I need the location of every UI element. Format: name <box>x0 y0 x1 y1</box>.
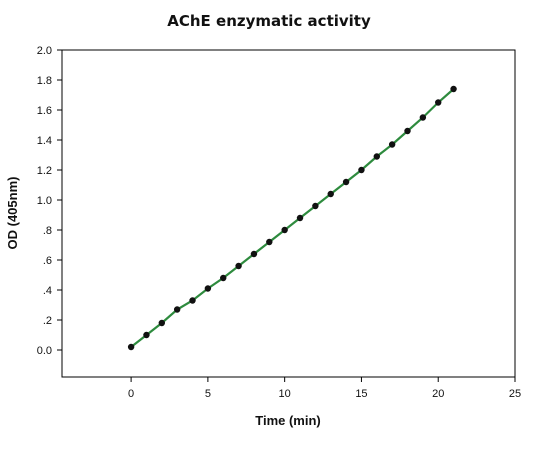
y-tick-label: .4 <box>43 285 52 297</box>
x-axis-label: Time (min) <box>255 413 321 428</box>
data-point <box>143 331 150 339</box>
data-point <box>419 114 427 121</box>
x-tick-label: 0 <box>128 388 134 400</box>
x-axis: 0 5 10 15 20 25 <box>128 377 521 400</box>
data-point <box>373 153 380 160</box>
data-point <box>173 306 181 313</box>
x-tick-label: 5 <box>205 388 211 400</box>
data-point <box>235 262 242 270</box>
y-tick-label: 0.0 <box>37 345 52 357</box>
data-point <box>281 226 288 234</box>
data-point <box>358 166 365 174</box>
fit-line-layer <box>130 88 455 348</box>
y-tick-label: .2 <box>43 315 52 327</box>
data-point <box>450 85 457 93</box>
data-point <box>204 285 212 292</box>
y-tick-label: 1.2 <box>37 165 52 177</box>
chart-title: AChE enzymatic activity <box>167 12 371 30</box>
data-point <box>250 250 258 258</box>
y-tick-label: 1.8 <box>37 75 52 87</box>
fit-line <box>130 88 455 348</box>
data-point <box>220 274 227 282</box>
data-point <box>296 214 304 222</box>
data-points <box>127 85 457 351</box>
x-tick-label: 25 <box>509 388 521 400</box>
data-point <box>327 190 334 198</box>
x-tick-label: 15 <box>355 388 367 400</box>
y-tick-label: 2.0 <box>37 45 52 57</box>
data-point <box>404 127 411 135</box>
data-point <box>388 141 396 148</box>
x-tick-label: 20 <box>432 388 444 400</box>
data-point <box>127 343 135 351</box>
x-tick-label: 10 <box>279 388 291 400</box>
plot-frame <box>61 49 516 378</box>
data-point <box>158 319 166 327</box>
data-point <box>312 202 319 210</box>
y-tick-label: 1.4 <box>37 135 52 147</box>
y-tick-label: .8 <box>43 225 52 237</box>
data-point <box>342 178 350 186</box>
y-tick-label: 1.0 <box>37 195 52 207</box>
y-axis-label: OD (405nm) <box>5 177 20 250</box>
y-tick-label: .6 <box>43 255 52 267</box>
data-point <box>266 238 273 246</box>
data-point <box>435 99 442 106</box>
y-axis: 0.0 .2 .4 .6 .8 1.0 1.2 1.4 1.6 1.8 2.0 <box>37 45 62 357</box>
y-tick-label: 1.6 <box>37 105 52 117</box>
data-point <box>189 297 196 304</box>
